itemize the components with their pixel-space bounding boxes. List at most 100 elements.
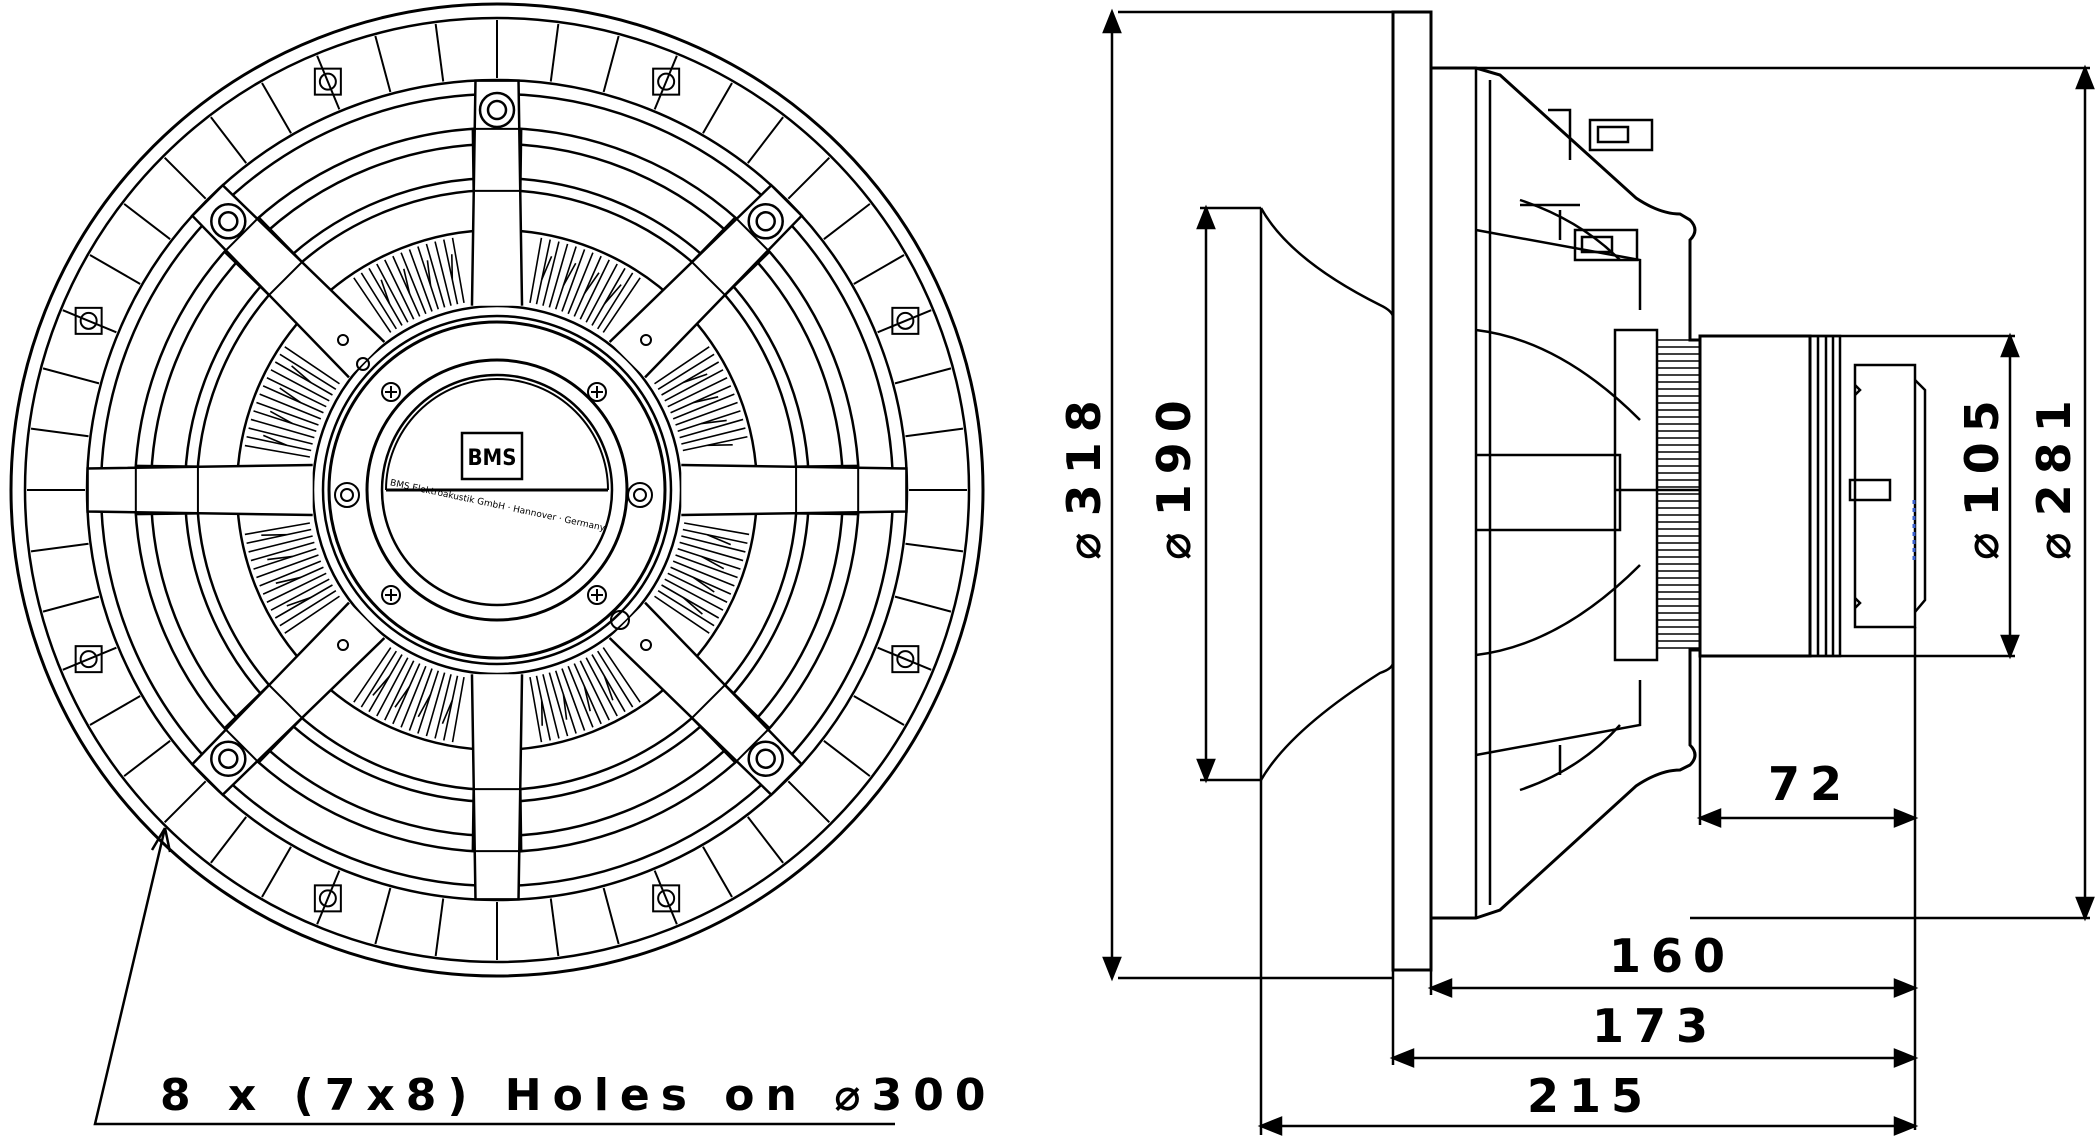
side-mounting-flange — [1391, 10, 1433, 972]
cooling-fin — [573, 255, 602, 317]
rim-slot — [877, 309, 932, 334]
rim-slot — [747, 116, 784, 164]
cooling-fin — [579, 660, 610, 721]
cooling-fin — [681, 535, 746, 553]
mounting-hole — [652, 67, 681, 96]
logo-box — [460, 431, 524, 481]
cooling-fin — [262, 566, 324, 595]
rim-slot — [894, 595, 952, 613]
cooling-fin-detail — [706, 533, 732, 546]
cooling-fin-detail — [267, 555, 293, 561]
rim-slot — [549, 898, 560, 957]
terminal-top — [1588, 118, 1654, 152]
rim-slot — [261, 82, 292, 134]
mounting-hole — [313, 884, 342, 913]
cooling-fin — [567, 665, 594, 728]
mounting-hole — [652, 884, 681, 913]
mounting-hole-bore — [896, 311, 915, 330]
cooling-fin — [672, 393, 735, 420]
front-center-cap — [365, 358, 629, 622]
cooling-fin — [368, 267, 403, 326]
cooling-fin — [353, 277, 392, 333]
plate-upper-half — [385, 378, 609, 491]
cooling-fin — [360, 272, 397, 330]
cooling-fin — [376, 263, 409, 323]
cooling-fin — [579, 259, 610, 320]
rim-slot — [89, 695, 141, 726]
diameter-symbol-icon: ⌀ — [2027, 522, 2081, 560]
cooling-fin — [661, 584, 720, 619]
side-cone-lower — [1259, 659, 1395, 781]
cooling-fin — [567, 252, 594, 315]
cooling-fin — [585, 263, 618, 323]
cooling-fin — [535, 675, 552, 741]
heat-sink — [1853, 363, 1917, 629]
cooling-fin-detail — [394, 685, 411, 708]
rim-slot — [163, 156, 207, 200]
cooling-fin — [561, 668, 586, 731]
rim-slot — [434, 898, 445, 957]
mounting-hole — [74, 645, 103, 674]
spoke-boss — [471, 788, 523, 853]
rim-slot — [434, 23, 445, 82]
cooling-fin-detail — [426, 260, 432, 286]
cooling-fin — [274, 584, 333, 619]
mounting-hole-bore — [657, 72, 676, 91]
cooling-fin — [244, 522, 311, 536]
cooling-fin — [654, 595, 710, 634]
cooling-fin-detail — [562, 694, 568, 720]
rim-slot — [123, 740, 171, 777]
rim-slot — [787, 156, 831, 200]
diameter-symbol-icon: ⌀ — [1955, 522, 2009, 560]
cooling-fin — [667, 377, 728, 408]
cooling-fin — [284, 346, 340, 385]
diameter-symbol-icon: ⌀ — [1147, 522, 1201, 560]
cooling-fin — [250, 418, 315, 439]
cooling-fin — [657, 353, 715, 390]
rim-slot — [702, 82, 733, 134]
rim-slot — [210, 116, 247, 164]
mounting-hole-bore — [896, 650, 915, 669]
spoke-boss — [134, 464, 199, 516]
dim-215-label: 215 — [1527, 1069, 1653, 1123]
dim-281-label: ⌀281 — [2027, 390, 2081, 560]
diameter-symbol-icon: ⌀ — [1057, 522, 1111, 560]
front-hub-ring — [311, 304, 683, 676]
cooling-fin — [250, 541, 315, 562]
cooling-fin — [256, 554, 319, 579]
cooling-fin — [408, 668, 433, 731]
cooling-fin — [554, 670, 577, 734]
cooling-fin — [529, 676, 543, 743]
cooling-fin — [259, 393, 322, 420]
cooling-fin — [677, 547, 741, 570]
cooling-fin — [266, 377, 327, 408]
cooling-fin — [667, 572, 728, 603]
cooling-fin — [542, 241, 560, 306]
cooling-fin — [548, 243, 569, 308]
rim-slot — [853, 695, 905, 726]
rim-slot — [702, 846, 733, 898]
basket-spoke — [681, 463, 908, 517]
cooling-fin-detail — [262, 434, 288, 447]
cooling-fin — [602, 277, 641, 333]
cooling-fin — [246, 435, 312, 452]
cooling-fin — [672, 560, 735, 587]
cooling-fin — [597, 272, 634, 330]
dim-72-label: 72 — [1768, 757, 1852, 811]
cooling-fin — [542, 674, 560, 739]
cooling-fin — [244, 444, 311, 458]
cooling-fin — [246, 528, 312, 545]
cooling-fin — [270, 369, 330, 402]
rim-slot — [123, 203, 171, 240]
magnet — [1698, 334, 1812, 658]
cooling-fin-detail — [692, 576, 715, 593]
side-view — [1259, 10, 1927, 972]
cooling-fin — [417, 670, 440, 734]
rim-slot — [747, 816, 784, 864]
rim-slot — [316, 55, 341, 110]
dim-173-label: 173 — [1592, 999, 1718, 1053]
cooling-fin-detail — [562, 262, 577, 286]
mounting-hole-bore — [79, 311, 98, 330]
holes-note-value: 300 — [872, 1070, 997, 1121]
cooling-fin — [661, 361, 720, 396]
